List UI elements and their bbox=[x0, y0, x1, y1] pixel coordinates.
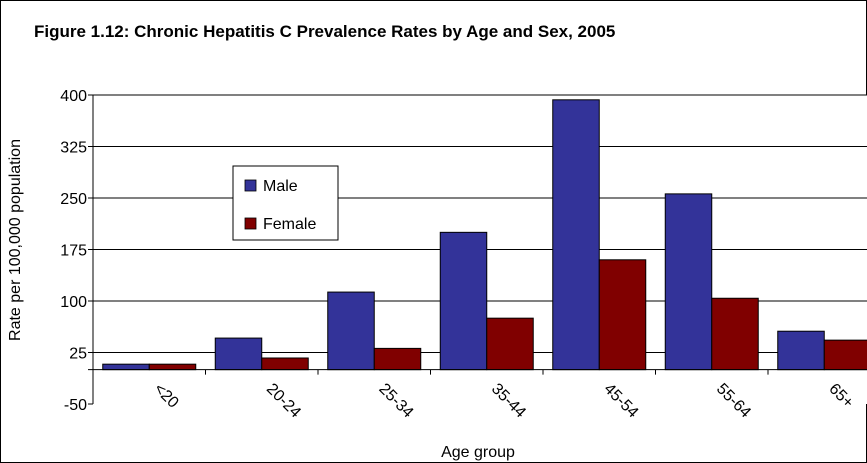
y-tick-label-5: 325 bbox=[60, 140, 87, 157]
chart-title: Figure 1.12: Chronic Hepatitis C Prevale… bbox=[34, 22, 615, 41]
legend-label-female: Female bbox=[263, 216, 316, 233]
x-axis-title: Age group bbox=[441, 444, 515, 461]
legend: Male Female bbox=[232, 165, 339, 241]
bar-male-0 bbox=[102, 363, 150, 371]
bar-male-1 bbox=[214, 337, 263, 371]
bar-male-4 bbox=[552, 99, 600, 371]
bar-male-6 bbox=[777, 330, 825, 371]
legend-label-male: Male bbox=[263, 178, 298, 195]
y-tick-labels: -50 25 100 175 250 325 400 bbox=[60, 88, 87, 414]
bar-female-1 bbox=[261, 357, 309, 371]
y-tick-label-3: 175 bbox=[60, 243, 87, 260]
bar-male-3 bbox=[439, 231, 488, 371]
bar-male-5 bbox=[664, 193, 713, 371]
bar-female-5 bbox=[711, 297, 759, 371]
bar-female-2 bbox=[373, 347, 422, 371]
bar-female-6 bbox=[823, 339, 867, 371]
axes bbox=[88, 94, 867, 405]
bar-female-0 bbox=[148, 363, 197, 371]
y-tick-label-2: 100 bbox=[60, 294, 87, 311]
bars bbox=[102, 99, 867, 371]
y-tick-label-4: 250 bbox=[60, 191, 87, 208]
y-tick-label-1: 25 bbox=[69, 346, 87, 363]
bar-male-2 bbox=[327, 291, 375, 371]
bar-female-4 bbox=[598, 259, 647, 371]
legend-swatch-male bbox=[244, 179, 257, 192]
y-tick-label-6: 400 bbox=[60, 88, 87, 105]
y-axis-title: Rate per 100,000 population bbox=[7, 139, 24, 341]
legend-swatch-female bbox=[244, 217, 257, 230]
bar-female-3 bbox=[486, 317, 534, 371]
y-tick-label-0: -50 bbox=[64, 397, 87, 414]
